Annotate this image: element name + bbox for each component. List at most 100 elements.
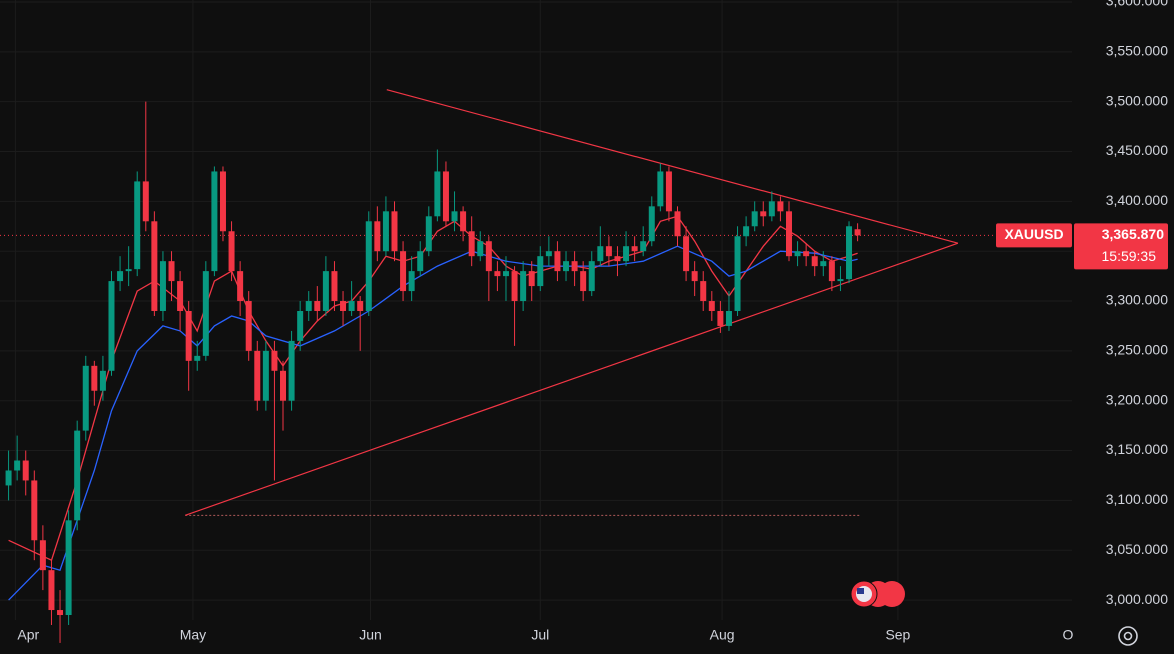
candle-body [91, 365, 98, 391]
settings-gear-center [1123, 631, 1133, 641]
candle-body [125, 269, 132, 272]
candle-body [314, 301, 321, 311]
candle-body [237, 271, 244, 302]
candle-body [219, 171, 226, 232]
candle-body [74, 430, 81, 521]
candle-body [434, 171, 441, 217]
candle-body [614, 256, 621, 262]
candle-body [768, 201, 775, 217]
candle-body [777, 201, 784, 212]
y-tick-label: 3,250.000 [1106, 342, 1168, 358]
candle-body [794, 251, 801, 257]
candle-body [297, 310, 304, 341]
settings-gear[interactable] [1118, 626, 1138, 646]
candle-body [57, 610, 64, 616]
candle-body [22, 460, 29, 481]
candle-body [357, 301, 364, 311]
candle-body [331, 271, 338, 302]
candle-body [82, 365, 89, 431]
candle-body [528, 271, 535, 287]
candle-body [657, 171, 664, 207]
candle-body [48, 570, 55, 611]
candle-body [194, 355, 201, 361]
y-tick-label: 3,500.000 [1106, 92, 1168, 108]
candle-body [117, 271, 124, 282]
candle-body [820, 261, 827, 267]
candle-body [623, 246, 630, 262]
candle-body [803, 251, 810, 257]
candle-body [340, 301, 347, 311]
candle-body [700, 281, 707, 302]
candle-body [631, 246, 638, 252]
price-badge [1074, 223, 1168, 270]
candle-body [502, 271, 509, 277]
trendline [185, 242, 959, 516]
candle-body [288, 340, 295, 401]
candle-body [683, 236, 690, 272]
candle-body [39, 540, 46, 571]
price-label: 3,365.870 [1102, 226, 1164, 242]
corner-label[interactable]: O [1063, 627, 1074, 643]
candle-body [5, 470, 12, 486]
candle-body [837, 279, 844, 282]
event-icons[interactable] [850, 580, 905, 608]
x-tick-label: Sep [885, 627, 910, 643]
candle-body [305, 301, 312, 311]
candle-body [460, 211, 467, 232]
candle-body [485, 241, 492, 272]
candle-body [854, 229, 861, 236]
countdown-label: 15:59:35 [1102, 248, 1157, 264]
x-tick-label: Jul [531, 627, 549, 643]
candle-body [545, 251, 552, 257]
y-tick-label: 3,200.000 [1106, 391, 1168, 407]
candle-body [665, 171, 672, 212]
y-tick-label: 3,150.000 [1106, 441, 1168, 457]
candle-body [322, 271, 329, 311]
trendline [386, 89, 959, 244]
y-tick-label: 3,300.000 [1106, 292, 1168, 308]
candle-body [280, 370, 287, 401]
flag-icon [857, 588, 864, 594]
candle-body [691, 271, 698, 282]
candle-body [14, 460, 21, 471]
y-tick-label: 3,550.000 [1106, 43, 1168, 59]
candle-body [520, 271, 527, 302]
candle-body [494, 271, 501, 277]
candle-body [760, 211, 767, 217]
candle-body [108, 281, 115, 371]
candle-body [168, 261, 175, 282]
candle-body [348, 301, 355, 311]
candle-body [571, 261, 578, 272]
y-tick-label: 3,000.000 [1106, 591, 1168, 607]
candle-body [648, 206, 655, 242]
candle-body [142, 181, 149, 222]
candle-body [99, 370, 106, 391]
candle-body [468, 231, 475, 257]
y-tick-label: 3,100.000 [1106, 491, 1168, 507]
x-tick-label: May [180, 627, 206, 643]
candle-body [151, 221, 158, 311]
axes: 3,000.000 3,050.000 3,100.000 3,150.000 3,20… [17, 0, 1168, 643]
y-tick-label: 3,050.000 [1106, 541, 1168, 557]
candle-body [597, 246, 604, 262]
candle-body [734, 236, 741, 311]
candle-body [708, 301, 715, 311]
candle-body [811, 256, 818, 267]
settings-icon[interactable] [1118, 626, 1138, 646]
candle-body [65, 520, 72, 616]
symbol-badge [996, 223, 1072, 248]
candle-body [159, 261, 166, 311]
candle-body [717, 310, 724, 326]
candle-body [554, 251, 561, 272]
x-tick-label: Jun [359, 627, 382, 643]
candle-body [400, 251, 407, 292]
x-tick-label: Apr [17, 627, 39, 643]
candle-body [391, 211, 398, 252]
candle-body [374, 221, 381, 252]
candle-body [605, 246, 612, 257]
candle-body [134, 181, 141, 270]
candle-body [477, 241, 484, 257]
